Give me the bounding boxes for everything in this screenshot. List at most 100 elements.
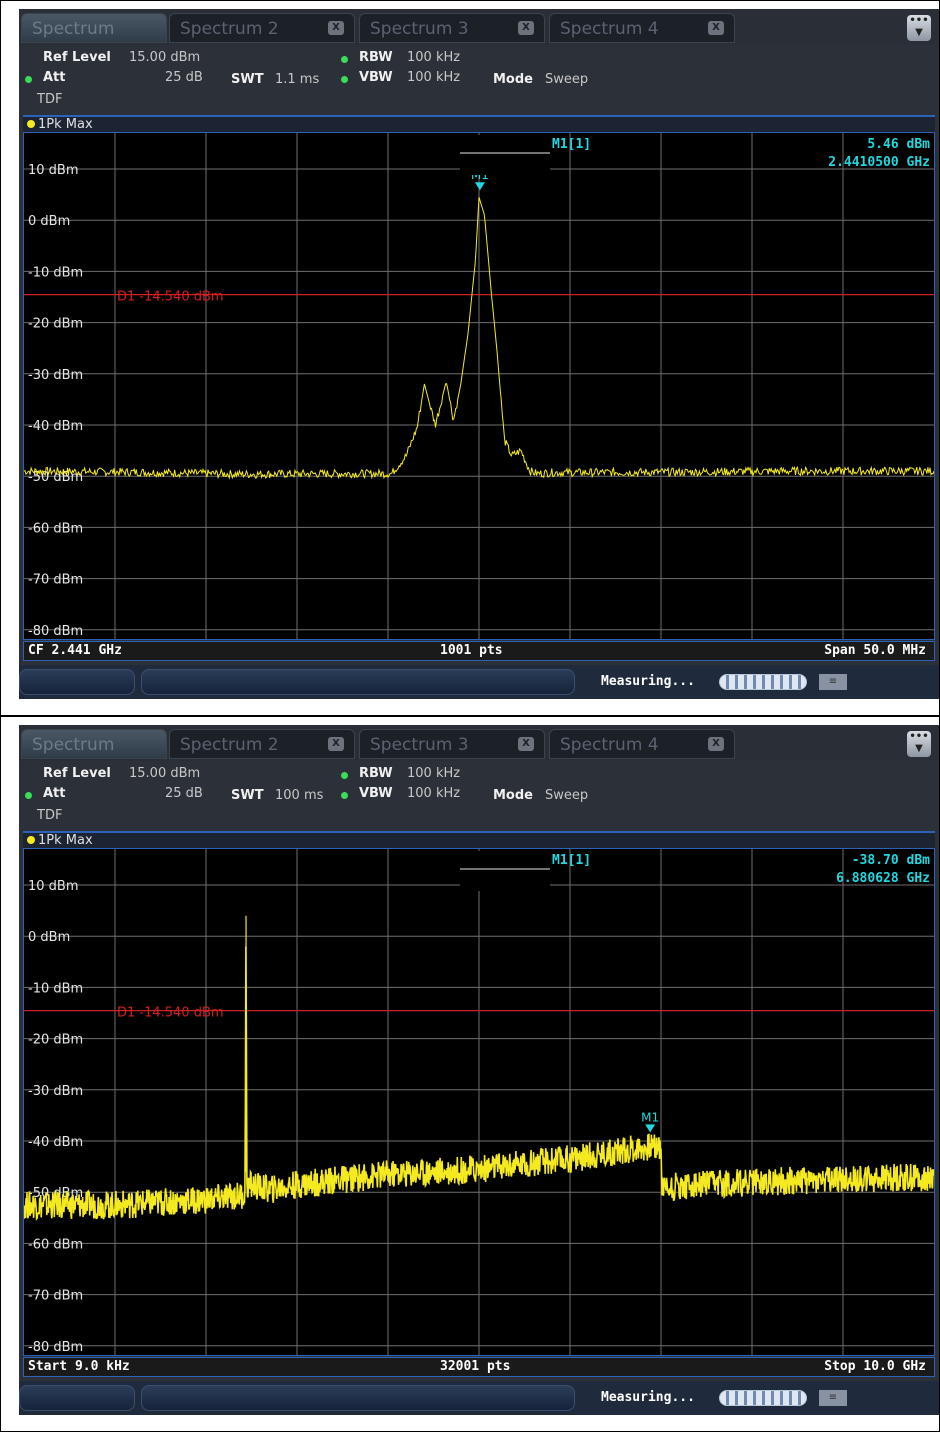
trace-line — [24, 946, 934, 1221]
tab-label: Spectrum 4 — [560, 735, 659, 755]
marker-readout-bg — [460, 851, 550, 891]
footer-points: 1001 pts — [440, 643, 503, 658]
att-status-dot — [25, 792, 32, 799]
close-icon[interactable]: X — [708, 737, 724, 751]
y-tick-label: -20 dBm — [28, 1033, 83, 1048]
tdf-label: TDF — [37, 92, 63, 107]
spectrum-chart: 10 dBm 0 dBm -10 dBm -20 dBm -30 dBm -40 dBm -… — [24, 133, 934, 639]
mode-label: Mode — [493, 788, 533, 803]
close-icon[interactable]: X — [328, 737, 344, 751]
tab-label: Spectrum — [32, 19, 115, 39]
ref-level-value: 15.00 dBm — [129, 766, 201, 781]
rbw-value: 100 kHz — [407, 50, 461, 65]
marker-level: -38.70 dBm — [852, 853, 930, 868]
close-icon[interactable]: X — [518, 737, 534, 751]
y-tick-label: -10 dBm — [28, 265, 83, 280]
swt-label: SWT — [231, 72, 264, 87]
tab-spectrum-2[interactable]: Spectrum 2 X — [169, 13, 355, 43]
trace-indicator-dot — [27, 120, 35, 128]
marker-triangle — [645, 1124, 656, 1133]
y-tick-label: 0 dBm — [28, 214, 70, 229]
status-bar: Measuring... ≡ — [19, 1381, 939, 1415]
tab-spectrum-3[interactable]: Spectrum 3 X — [359, 729, 545, 759]
vbw-value: 100 kHz — [407, 70, 461, 85]
marker-name: M1[1] — [552, 137, 591, 152]
display-line-label: D1 -14.540 dBm — [117, 1006, 224, 1021]
y-tick-label: -80 dBm — [28, 1340, 83, 1355]
mode-value: Sweep — [545, 788, 589, 803]
tab-spectrum[interactable]: Spectrum — [21, 729, 167, 759]
footer-left: Start 9.0 kHz — [28, 1359, 130, 1374]
y-tick-label: -30 dBm — [28, 1084, 83, 1099]
y-tick-label: -40 dBm — [28, 1135, 83, 1150]
att-status-dot — [25, 76, 32, 83]
y-tick-label: -60 dBm — [28, 521, 83, 536]
rbw-value: 100 kHz — [407, 766, 461, 781]
footer-left: CF 2.441 GHz — [28, 643, 122, 658]
tab-spectrum-2[interactable]: Spectrum 2 X — [169, 729, 355, 759]
tab-spectrum-4[interactable]: Spectrum 4 X — [549, 729, 735, 759]
display-line-label: D1 -14.540 dBm — [117, 290, 224, 305]
rbw-status-dot — [341, 56, 348, 63]
progress-bar — [719, 1390, 807, 1406]
ref-level-value: 15.00 dBm — [129, 50, 201, 65]
analyzer-screen-2: Spectrum Spectrum 2 X Spectrum 3 X Spectru… — [19, 725, 939, 1415]
trace-line — [24, 197, 934, 480]
tab-label: Spectrum — [32, 735, 115, 755]
y-tick-label: -80 dBm — [28, 624, 83, 639]
status-segment-left — [19, 1385, 135, 1411]
footer-points: 32001 pts — [440, 1359, 511, 1374]
status-segment-left — [19, 669, 135, 695]
y-tick-label: 0 dBm — [28, 930, 70, 945]
close-icon[interactable]: X — [328, 21, 344, 35]
analyzer-screen-1: Spectrum Spectrum 2 X Spectrum 3 X Spectru… — [19, 9, 939, 699]
footer-right: Span 50.0 MHz — [824, 643, 926, 658]
marker-frequency: 2.4410500 GHz — [828, 155, 930, 170]
status-segment-main — [141, 669, 575, 695]
tab-bar: Spectrum Spectrum 2 X Spectrum 3 X Spectru… — [19, 725, 939, 761]
marker-frequency: 6.880628 GHz — [836, 871, 930, 886]
measurement-settings: Ref Level 15.00 dBm Att 25 dB SWT 100 ms… — [19, 761, 939, 831]
status-message: Measuring... — [601, 1390, 695, 1405]
marker-triangle — [474, 182, 485, 191]
y-tick-label: -40 dBm — [28, 419, 83, 434]
spectrum-chart: 10 dBm 0 dBm -10 dBm -20 dBm -30 dBm -40 dBm -… — [24, 849, 934, 1355]
screenshot-panel-1: Spectrum Spectrum 2 X Spectrum 3 X Spectru… — [0, 0, 940, 716]
mode-label: Mode — [493, 72, 533, 87]
swt-value: 1.1 ms — [275, 72, 320, 87]
trace-header: 1Pk Max — [23, 831, 935, 849]
tab-label: Spectrum 2 — [180, 735, 279, 755]
swt-label: SWT — [231, 788, 264, 803]
tab-label: Spectrum 4 — [560, 19, 659, 39]
marker-tag: M1 — [641, 1110, 659, 1124]
status-icon: ≡ — [819, 1390, 847, 1406]
measurement-settings: Ref Level 15.00 dBm Att 25 dB SWT 1.1 ms… — [19, 45, 939, 115]
sweep-footer: CF 2.441 GHz 1001 pts Span 50.0 MHz — [23, 641, 935, 661]
y-tick-label: -10 dBm — [28, 981, 83, 996]
trace-header: 1Pk Max — [23, 115, 935, 133]
marker-level: 5.46 dBm — [867, 137, 930, 152]
tab-spectrum-4[interactable]: Spectrum 4 X — [549, 13, 735, 43]
tab-spectrum-3[interactable]: Spectrum 3 X — [359, 13, 545, 43]
spectrum-plot[interactable]: 10 dBm 0 dBm -10 dBm -20 dBm -30 dBm -40 dBm -… — [23, 848, 935, 1356]
rbw-label: RBW — [359, 50, 393, 65]
spectrum-plot[interactable]: 10 dBm 0 dBm -10 dBm -20 dBm -30 dBm -40 dBm -… — [23, 132, 935, 640]
vbw-status-dot — [341, 76, 348, 83]
footer-right: Stop 10.0 GHz — [824, 1359, 926, 1374]
tab-spectrum[interactable]: Spectrum — [21, 13, 167, 43]
progress-bar — [719, 674, 807, 690]
rbw-status-dot — [341, 772, 348, 779]
vbw-value: 100 kHz — [407, 786, 461, 801]
tab-label: Spectrum 3 — [370, 19, 469, 39]
menu-icon[interactable]: ••• ▼ — [907, 731, 931, 757]
att-value: 25 dB — [165, 70, 203, 85]
status-icon: ≡ — [819, 674, 847, 690]
sweep-footer: Start 9.0 kHz 32001 pts Stop 10.0 GHz — [23, 1357, 935, 1377]
close-icon[interactable]: X — [708, 21, 724, 35]
trace-indicator-dot — [27, 836, 35, 844]
menu-icon[interactable]: ••• ▼ — [907, 15, 931, 41]
marker-name: M1[1] — [552, 853, 591, 868]
trace-label: 1Pk Max — [38, 117, 93, 132]
trace-label: 1Pk Max — [38, 833, 93, 848]
close-icon[interactable]: X — [518, 21, 534, 35]
